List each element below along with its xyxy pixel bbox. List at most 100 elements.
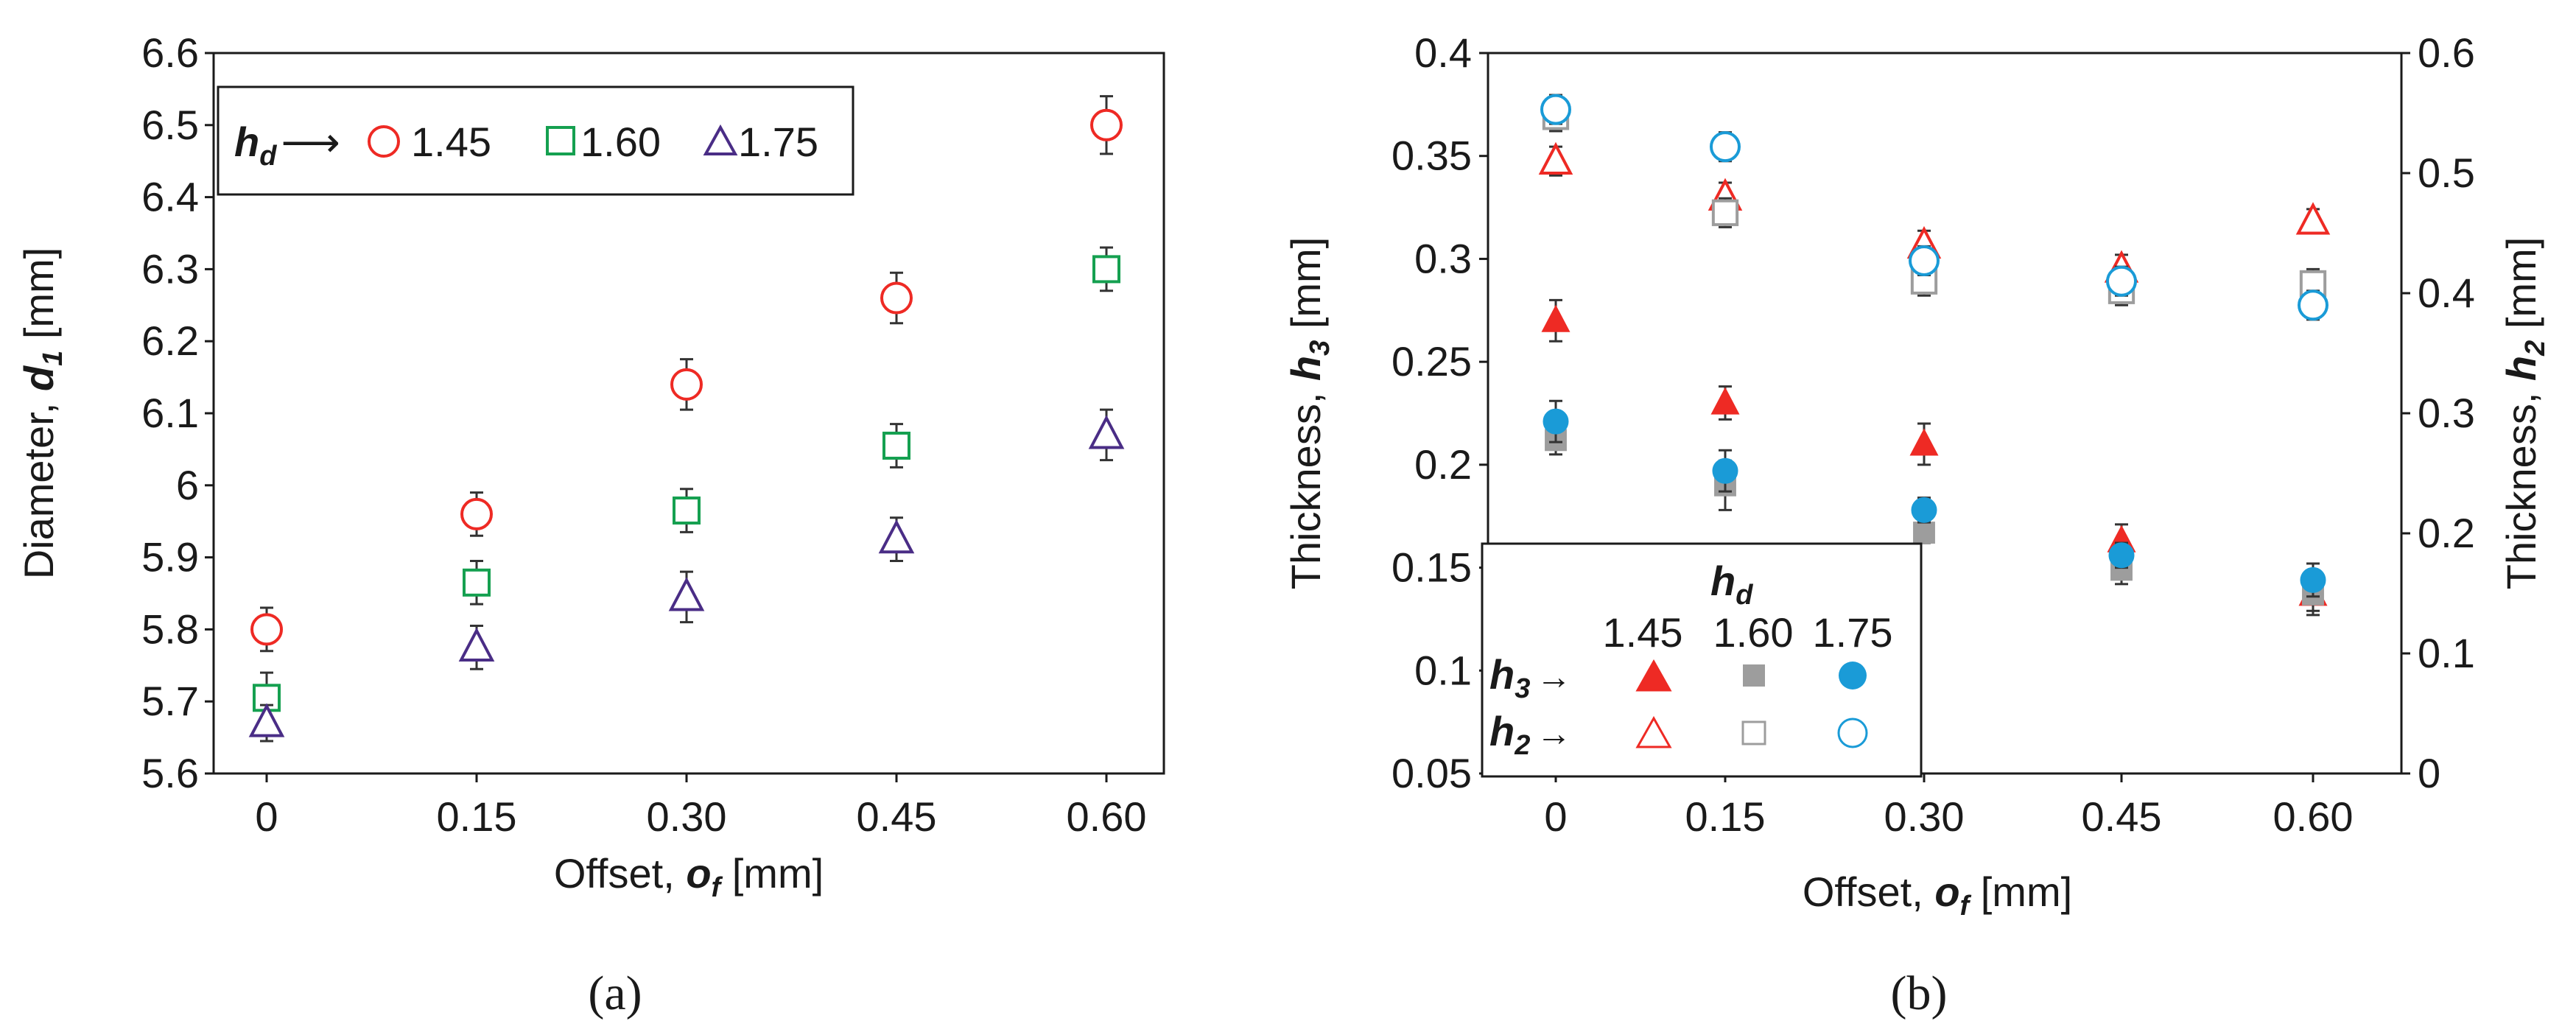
point-b-h2-1-45-0 bbox=[1538, 141, 1573, 175]
data-marks-b bbox=[1538, 94, 2331, 617]
chart-panel-b: 0.050.10.150.20.250.30.350.4 00.10.20.30… bbox=[1282, 29, 2551, 1020]
y-tick-label-a-6-6: 6.6 bbox=[141, 29, 199, 76]
point-b-h2-1-75-4 bbox=[2298, 290, 2328, 321]
y-tick-left-label-b-0-4: 0.4 bbox=[1414, 29, 1472, 76]
point-b-h2-1-75-2 bbox=[1909, 245, 1940, 276]
point-b-h3-1-45-0 bbox=[1541, 304, 1570, 332]
point-b-h3-1-75-4 bbox=[2300, 566, 2326, 593]
y-tick-label-a-6-2: 6.2 bbox=[141, 317, 199, 364]
point-a-1-75-0 bbox=[248, 703, 285, 737]
point-b-h3-1-75-1 bbox=[1712, 457, 1738, 484]
x-tick-label-a-0-30: 0.30 bbox=[647, 793, 727, 840]
y-axis-left-b: 0.05 0.1 0.15 0.2 0.25 0.3 0.35 0.4 bbox=[1391, 29, 1488, 796]
x-axis-b: 0 0.15 0.30 0.45 0.60 bbox=[1544, 773, 2354, 840]
point-b-h2-1-45-4 bbox=[2295, 202, 2331, 235]
legend-row-h3-label-b: h3 → bbox=[1489, 651, 1571, 704]
y-axis-right-label-b: Thickness, h2 [mm] bbox=[2498, 237, 2551, 590]
x-tick-label-b-0-45: 0.45 bbox=[2082, 793, 2162, 840]
point-b-h3-1-75-3 bbox=[2108, 542, 2135, 569]
x-tick-label-b-0-30: 0.30 bbox=[1884, 793, 1965, 840]
caption-b: (b) bbox=[1891, 966, 1948, 1020]
y-tick-label-a-5-6: 5.6 bbox=[141, 750, 199, 796]
y-tick-left-label-b-0-2: 0.2 bbox=[1414, 441, 1472, 488]
x-axis-label-b: Offset, of [mm] bbox=[1803, 869, 2072, 922]
legend-marker-circle-a bbox=[368, 125, 400, 158]
legend-col-1-60-b: 1.60 bbox=[1713, 609, 1794, 656]
point-a-1-45-2 bbox=[670, 368, 703, 401]
point-b-h2-1-75-3 bbox=[2106, 265, 2137, 297]
y-tick-right-label-b-0-1: 0.1 bbox=[2418, 630, 2475, 676]
legend-marker-square-a bbox=[546, 126, 575, 155]
legend-h3-square-b bbox=[1743, 664, 1765, 687]
point-b-h2-1-75-0 bbox=[1540, 94, 1571, 125]
legend-marker-triangle-a bbox=[703, 124, 738, 155]
y-tick-label-a-5-8: 5.8 bbox=[141, 606, 199, 652]
x-tick-label-a-0-15: 0.15 bbox=[437, 793, 517, 840]
point-b-h3-1-75-2 bbox=[1911, 497, 1937, 523]
legend-label-1-45-a: 1.45 bbox=[411, 119, 491, 165]
point-a-1-75-3 bbox=[878, 519, 915, 554]
legend-label-1-60-a: 1.60 bbox=[580, 119, 661, 165]
point-a-1-60-3 bbox=[882, 432, 910, 460]
y-tick-left-label-b-0-3: 0.3 bbox=[1414, 235, 1472, 281]
point-a-1-45-4 bbox=[1090, 108, 1123, 141]
point-b-h3-1-75-0 bbox=[1543, 408, 1569, 435]
point-a-1-75-4 bbox=[1088, 415, 1125, 449]
point-a-1-60-1 bbox=[463, 568, 491, 597]
y-tick-left-label-b-0-1: 0.1 bbox=[1414, 647, 1472, 693]
point-a-1-60-2 bbox=[673, 497, 701, 525]
x-axis-a: 0 0.15 0.30 0.45 0.60 bbox=[255, 773, 1147, 840]
legend-h2-triangle-b bbox=[1635, 715, 1672, 748]
point-b-h3-1-45-2 bbox=[1909, 428, 1939, 456]
legend-col-1-45-b: 1.45 bbox=[1603, 609, 1683, 656]
x-tick-label-a-0-45: 0.45 bbox=[857, 793, 937, 840]
x-tick-label-b-0-15: 0.15 bbox=[1685, 793, 1766, 840]
point-b-h3-1-45-1 bbox=[1710, 387, 1740, 415]
y-axis-left-label-b: Thickness, h3 [mm] bbox=[1282, 237, 1336, 590]
legend-h3-triangle-b bbox=[1635, 659, 1672, 692]
x-tick-label-a-0: 0 bbox=[255, 793, 278, 840]
y-tick-right-label-b-0-5: 0.5 bbox=[2418, 150, 2475, 196]
y-tick-label-a-6-1: 6.1 bbox=[141, 390, 199, 436]
legend-box-a bbox=[217, 85, 854, 196]
point-a-1-75-2 bbox=[668, 577, 705, 611]
legend-title-b: hd bbox=[1710, 558, 1753, 611]
point-b-h3-1-60-2 bbox=[1913, 522, 1935, 544]
y-axis-label-a: Diameter, d1 [mm] bbox=[15, 248, 69, 580]
y-tick-right-label-b-0-6: 0.6 bbox=[2418, 29, 2475, 76]
y-tick-label-a-6: 6 bbox=[176, 462, 199, 508]
y-tick-left-label-b-0-35: 0.35 bbox=[1391, 133, 1472, 179]
y-tick-left-label-b-0-15: 0.15 bbox=[1391, 544, 1472, 591]
y-axis-a: 5.6 5.7 5.8 5.9 6 6.1 6.2 6.3 6.4 6.5 6.6 bbox=[141, 29, 214, 796]
legend-h2-square-b bbox=[1741, 720, 1766, 745]
y-tick-label-a-5-7: 5.7 bbox=[141, 678, 199, 724]
y-axis-right-b: 0 0.1 0.2 0.3 0.4 0.5 0.6 bbox=[2401, 29, 2475, 796]
y-tick-right-label-b-0-2: 0.2 bbox=[2418, 510, 2475, 556]
legend-a: hd ⟶ 1.45 1.60 1.75 bbox=[217, 85, 854, 196]
legend-col-1-75-b: 1.75 bbox=[1813, 609, 1893, 656]
legend-label-1-75-a: 1.75 bbox=[738, 119, 818, 165]
y-tick-label-a-6-5: 6.5 bbox=[141, 102, 199, 148]
y-tick-label-a-5-9: 5.9 bbox=[141, 534, 199, 580]
point-a-1-60-4 bbox=[1092, 255, 1120, 284]
x-axis-label-a: Offset, of [mm] bbox=[554, 850, 824, 903]
x-tick-label-b-0: 0 bbox=[1544, 793, 1567, 840]
data-marks-a bbox=[248, 95, 1125, 743]
y-tick-right-label-b-0-4: 0.4 bbox=[2418, 270, 2475, 316]
y-tick-right-label-b-0-3: 0.3 bbox=[2418, 390, 2475, 436]
point-a-1-75-1 bbox=[458, 627, 495, 662]
point-a-1-45-1 bbox=[460, 497, 493, 530]
legend-box-b bbox=[1481, 542, 1923, 778]
y-tick-left-label-b-0-05: 0.05 bbox=[1391, 750, 1472, 796]
y-tick-label-a-6-3: 6.3 bbox=[141, 245, 199, 292]
legend-h2-circle-b bbox=[1837, 718, 1868, 748]
y-tick-right-label-b-0: 0 bbox=[2418, 750, 2440, 796]
x-tick-label-b-0-60: 0.60 bbox=[2273, 793, 2354, 840]
legend-h3-circle-b bbox=[1839, 662, 1867, 690]
point-a-1-45-0 bbox=[250, 613, 283, 646]
caption-a: (a) bbox=[588, 966, 642, 1020]
legend-row-h2-label-b: h2 → bbox=[1489, 708, 1571, 761]
point-b-h2-1-75-1 bbox=[1710, 131, 1741, 163]
x-tick-label-a-0-60: 0.60 bbox=[1067, 793, 1147, 840]
